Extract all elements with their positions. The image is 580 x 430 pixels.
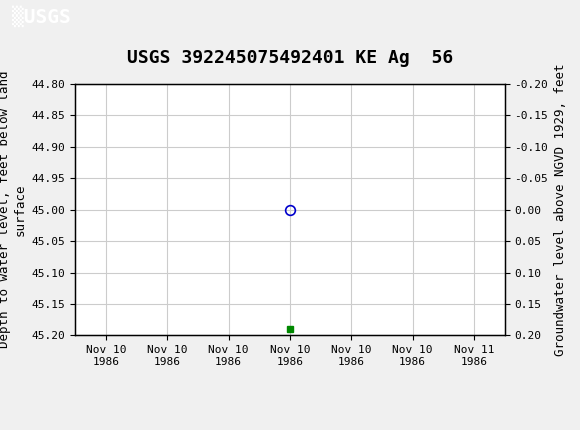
Text: ▒USGS: ▒USGS — [12, 5, 70, 27]
Y-axis label: Groundwater level above NGVD 1929, feet: Groundwater level above NGVD 1929, feet — [554, 63, 567, 356]
Text: USGS 392245075492401 KE Ag  56: USGS 392245075492401 KE Ag 56 — [127, 49, 453, 68]
Y-axis label: Depth to water level, feet below land
surface: Depth to water level, feet below land su… — [0, 71, 26, 348]
